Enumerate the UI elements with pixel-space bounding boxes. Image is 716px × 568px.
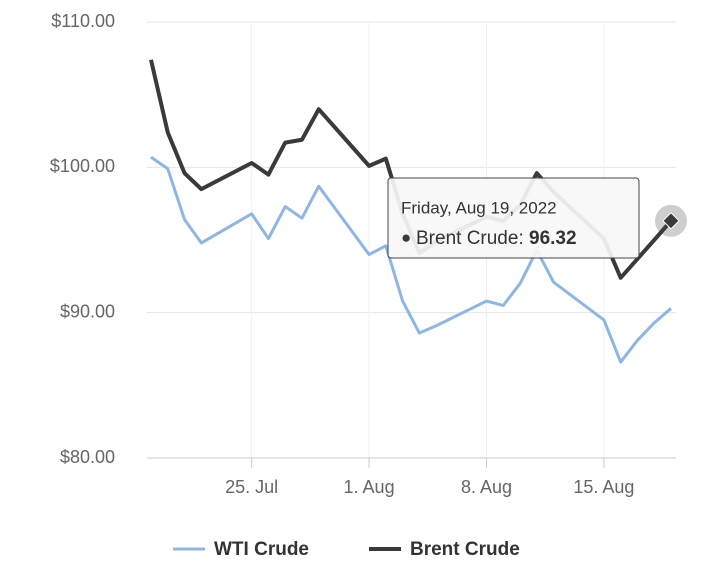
tooltip-box — [387, 177, 640, 259]
y-tick-label: $110.00 — [51, 11, 115, 31]
tooltip-colon: : — [518, 228, 529, 249]
series-line — [150, 155, 672, 364]
tooltip-line: ● Brent Crude: 96.32 — [401, 228, 577, 249]
grid: $80.00 $90.00 $100.00 $110.00 25. Jul 1. Aug 8… — [50, 11, 676, 497]
y-tick-label: $90.00 — [60, 301, 115, 321]
y-tick-label: $100.00 — [50, 156, 115, 176]
x-tick-label: 15. Aug — [573, 477, 634, 497]
tooltip: Friday, Aug 19, 2022 ● Brent Crude: 96.3… — [387, 177, 640, 259]
legend-label[interactable]: Brent Crude — [410, 539, 520, 560]
tooltip-value: 96.32 — [529, 228, 577, 249]
tooltip-header: Friday, Aug 19, 2022 — [401, 198, 557, 217]
tooltip-bullet: ● — [401, 228, 416, 247]
x-tick-label: 1. Aug — [344, 477, 395, 497]
legend: WTI Crude Brent Crude — [173, 539, 520, 560]
y-tick-label: $80.00 — [60, 447, 115, 467]
legend-label[interactable]: WTI Crude — [214, 539, 309, 560]
x-tick-label: 25. Jul — [225, 477, 278, 497]
hover-marker — [662, 212, 680, 230]
tooltip-series: Brent Crude — [416, 228, 518, 249]
x-tick-label: 8. Aug — [461, 477, 512, 497]
